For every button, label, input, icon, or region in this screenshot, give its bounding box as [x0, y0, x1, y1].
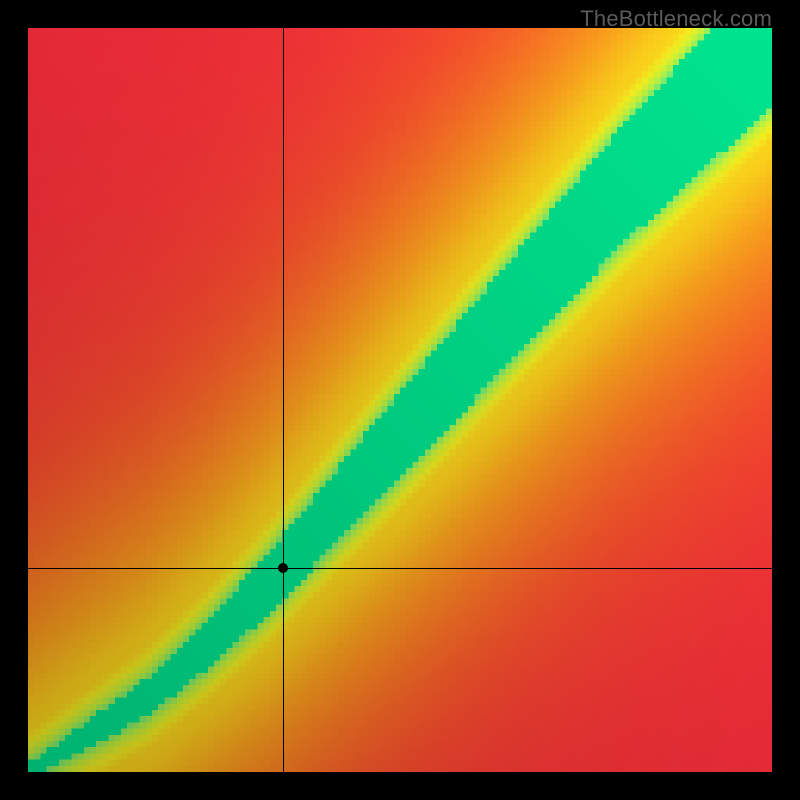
watermark-text: TheBottleneck.com: [580, 6, 772, 32]
selected-point-marker: [278, 563, 288, 573]
crosshair-vertical: [283, 28, 284, 772]
heatmap-plot: [28, 28, 772, 772]
heatmap-canvas: [28, 28, 772, 772]
crosshair-horizontal: [28, 568, 772, 569]
